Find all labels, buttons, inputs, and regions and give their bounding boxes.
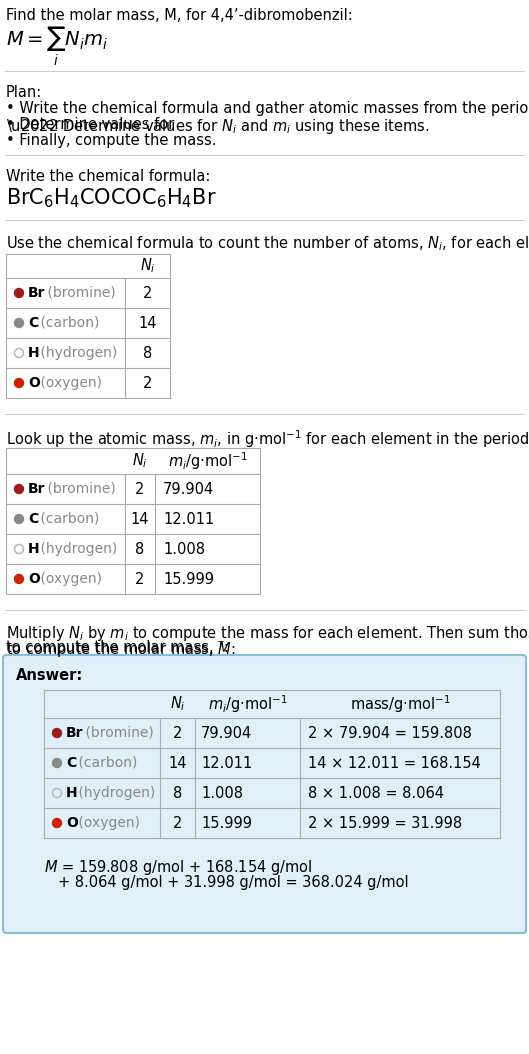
Text: 2: 2 (173, 816, 182, 831)
Text: Br: Br (28, 286, 45, 300)
Text: (oxygen): (oxygen) (35, 572, 102, 586)
Text: (hydrogen): (hydrogen) (35, 542, 117, 557)
Text: to compute the molar mass, $M$:: to compute the molar mass, $M$: (6, 640, 235, 659)
Text: 2: 2 (173, 725, 182, 741)
Text: Write the chemical formula:: Write the chemical formula: (6, 169, 211, 184)
Text: 14: 14 (131, 511, 149, 527)
Text: $N_i$: $N_i$ (140, 257, 156, 275)
Text: Answer:: Answer: (16, 668, 83, 683)
Text: 15.999: 15.999 (163, 571, 214, 586)
Text: Br: Br (66, 726, 84, 740)
Text: 15.999: 15.999 (201, 816, 252, 831)
Text: • Write the chemical formula and gather atomic masses from the periodic table.: • Write the chemical formula and gather … (6, 101, 529, 116)
Text: 8 × 1.008 = 8.064: 8 × 1.008 = 8.064 (308, 785, 444, 800)
Bar (6, 254, 170, 398)
Circle shape (14, 289, 23, 297)
Text: Use the chemical formula to count the number of atoms, $N_i$, for each element:: Use the chemical formula to count the nu… (6, 234, 529, 253)
Text: O: O (66, 816, 78, 829)
Circle shape (52, 819, 61, 827)
Text: $M = \sum_i N_i m_i$: $M = \sum_i N_i m_i$ (6, 25, 108, 69)
Text: (bromine): (bromine) (43, 482, 116, 496)
Circle shape (14, 378, 23, 388)
Text: 1.008: 1.008 (201, 785, 243, 800)
Circle shape (52, 728, 61, 738)
Text: (oxygen): (oxygen) (35, 376, 102, 390)
Text: • Finally, compute the mass.: • Finally, compute the mass. (6, 133, 216, 148)
Text: $N_i$: $N_i$ (132, 452, 148, 470)
Text: $\mathregular{BrC_6H_4COCOC_6H_4Br}$: $\mathregular{BrC_6H_4COCOC_6H_4Br}$ (6, 186, 217, 210)
Text: O: O (28, 376, 40, 390)
Text: + 8.064 g/mol + 31.998 g/mol = 368.024 g/mol: + 8.064 g/mol + 31.998 g/mol = 368.024 g… (58, 875, 408, 890)
FancyBboxPatch shape (3, 655, 526, 933)
Text: H: H (28, 542, 40, 557)
Text: \u2022 Determine values for $N_i$ and $m_i$ using these items.: \u2022 Determine values for $N_i$ and $m… (6, 117, 430, 136)
Text: C: C (28, 316, 38, 330)
Text: (bromine): (bromine) (43, 286, 116, 300)
Text: 14: 14 (138, 315, 157, 331)
Text: O: O (28, 572, 40, 586)
Text: (bromine): (bromine) (81, 726, 154, 740)
Bar (44, 690, 500, 838)
Text: Plan:: Plan: (6, 85, 42, 100)
Text: $M$ = 159.808 g/mol + 168.154 g/mol: $M$ = 159.808 g/mol + 168.154 g/mol (44, 858, 313, 877)
Circle shape (14, 318, 23, 328)
Text: 12.011: 12.011 (163, 511, 214, 527)
Text: (carbon): (carbon) (35, 512, 99, 526)
Text: (hydrogen): (hydrogen) (35, 346, 117, 360)
Text: mass/g·mol$^{-1}$: mass/g·mol$^{-1}$ (350, 694, 450, 715)
Text: 8: 8 (173, 785, 182, 800)
Text: • Determine values for: • Determine values for (6, 117, 179, 132)
Text: 14 × 12.011 = 168.154: 14 × 12.011 = 168.154 (308, 756, 481, 770)
Circle shape (52, 759, 61, 767)
Text: Find the molar mass, M, for 4,4’-dibromobenzil:: Find the molar mass, M, for 4,4’-dibromo… (6, 8, 353, 23)
Text: to compute the molar mass, ᵀ:: to compute the molar mass, ᵀ: (6, 640, 229, 655)
Text: $m_i$/g·mol$^{-1}$: $m_i$/g·mol$^{-1}$ (207, 694, 287, 715)
Bar (6, 448, 260, 594)
Text: $m_i$/g·mol$^{-1}$: $m_i$/g·mol$^{-1}$ (168, 450, 248, 472)
Text: 2 × 15.999 = 31.998: 2 × 15.999 = 31.998 (308, 816, 462, 831)
Circle shape (14, 485, 23, 493)
Text: Look up the atomic mass, $m_i$, in g·mol$^{-1}$ for each element in the periodic: Look up the atomic mass, $m_i$, in g·mol… (6, 428, 529, 450)
Text: Br: Br (28, 482, 45, 496)
Text: C: C (28, 512, 38, 526)
Text: Multiply $N_i$ by $m_i$ to compute the mass for each element. Then sum those val: Multiply $N_i$ by $m_i$ to compute the m… (6, 624, 529, 643)
Text: C: C (66, 756, 76, 770)
Text: 79.904: 79.904 (201, 725, 252, 741)
Circle shape (14, 574, 23, 584)
Text: $N_i$: $N_i$ (170, 695, 185, 714)
Circle shape (14, 514, 23, 524)
Text: 8: 8 (143, 346, 152, 360)
Text: H: H (28, 346, 40, 360)
Text: H: H (66, 786, 78, 800)
Text: 2: 2 (143, 375, 152, 390)
Text: (carbon): (carbon) (35, 316, 99, 330)
Text: 79.904: 79.904 (163, 482, 214, 496)
Text: 14: 14 (168, 756, 187, 770)
Text: (carbon): (carbon) (74, 756, 137, 770)
Text: 2: 2 (135, 571, 145, 586)
Text: 12.011: 12.011 (201, 756, 252, 770)
Text: 1.008: 1.008 (163, 542, 205, 557)
Text: 2 × 79.904 = 159.808: 2 × 79.904 = 159.808 (308, 725, 472, 741)
Text: 8: 8 (135, 542, 144, 557)
Text: (hydrogen): (hydrogen) (74, 786, 155, 800)
Text: 2: 2 (143, 286, 152, 300)
Text: (oxygen): (oxygen) (74, 816, 140, 829)
Text: 2: 2 (135, 482, 145, 496)
